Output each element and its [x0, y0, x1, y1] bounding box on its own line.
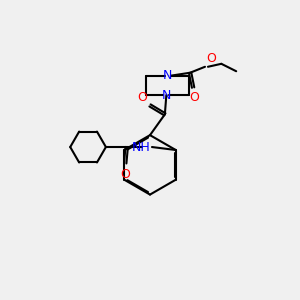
Text: O: O [206, 52, 216, 65]
Text: O: O [120, 168, 130, 181]
Text: N: N [162, 88, 171, 101]
Text: O: O [190, 91, 200, 103]
Text: N: N [163, 69, 172, 82]
Text: O: O [137, 91, 147, 104]
Text: NH: NH [132, 140, 151, 154]
